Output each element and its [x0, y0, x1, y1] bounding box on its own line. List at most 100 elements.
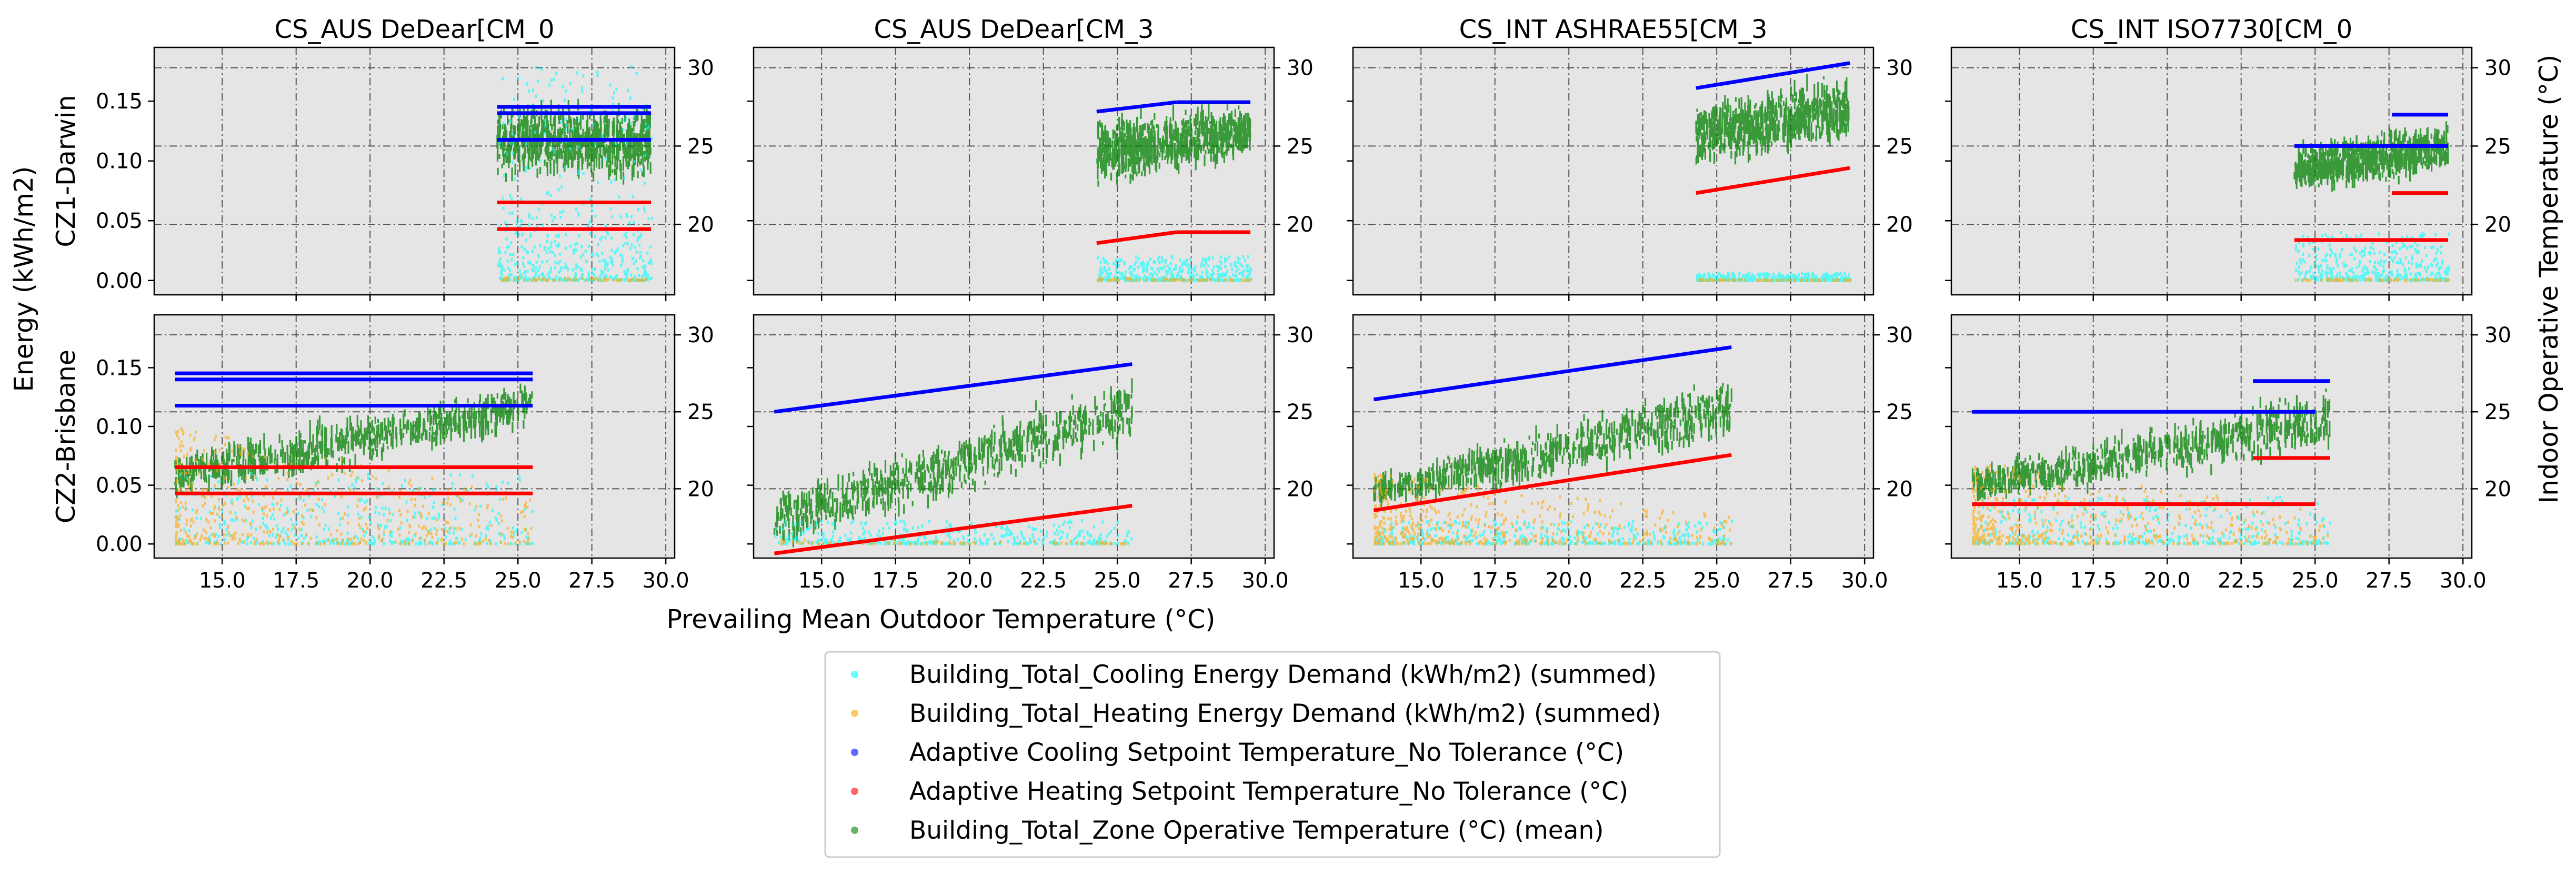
x-tick-label: 20.0 [2144, 569, 2191, 593]
panel-frame [1352, 314, 1875, 559]
row-label: CZ1-Darwin [51, 95, 81, 247]
operative-temperature-series [1971, 388, 2331, 501]
legend-entry: Building_Total_Heating Energy Demand (kW… [851, 699, 1661, 728]
legend-entry: Building_Total_Cooling Energy Demand (kW… [851, 660, 1657, 689]
x-tick-label: 22.5 [1619, 569, 1666, 593]
operative-temperature-series [1096, 100, 1251, 187]
panel-plot-area [1096, 100, 1252, 282]
energy-tick-label: 0.10 [96, 150, 143, 174]
energy-tick-label: 0.15 [96, 356, 143, 380]
legend-box [824, 651, 1721, 858]
x-tick-label: 25.0 [1693, 569, 1740, 593]
temperature-tick-label: 20 [1886, 477, 1913, 501]
legend-label: Adaptive Cooling Setpoint Temperature_No… [909, 738, 1624, 767]
x-tick-label: 15.0 [199, 569, 246, 593]
panel-background [154, 47, 675, 295]
heating-energy-series [175, 427, 533, 546]
column-title: CS_AUS DeDear[CM_3 [874, 15, 1154, 44]
right-y-axis-label: Indoor Operative Temperature (°C) [2534, 55, 2564, 504]
temperature-tick-label: 30 [2484, 323, 2511, 347]
cooling-setpoint-line [1096, 100, 1177, 114]
cooling-setpoint-line [774, 362, 1132, 414]
temperature-tick-label: 25 [687, 134, 714, 158]
heating-setpoint-line [1373, 453, 1732, 512]
panel-frame [753, 314, 1275, 559]
panel-plot-area [496, 65, 653, 282]
column-title: CS_AUS DeDear[CM_0 [274, 15, 554, 44]
heating-setpoint-line [1696, 166, 1850, 195]
temperature-tick-label: 30 [1886, 323, 1913, 347]
temperature-tick-label: 30 [1287, 56, 1314, 81]
panel-plot-area [1695, 61, 1852, 282]
panel-plot-area [174, 371, 534, 546]
x-tick-label: 30.0 [1242, 569, 1289, 593]
cooling-setpoint-line [1696, 61, 1850, 90]
panel-plot-area [1373, 345, 1733, 546]
x-tick-label: 22.5 [2218, 569, 2264, 593]
legend-marker [851, 710, 858, 717]
energy-tick-label: 0.05 [96, 474, 143, 498]
x-tick-label: 27.5 [2365, 569, 2412, 593]
x-tick-label: 17.5 [2070, 569, 2117, 593]
temperature-tick-label: 30 [687, 56, 714, 81]
temperature-tick-label: 30 [2484, 56, 2511, 81]
panel-r1-c3: 20 25 30 15.0 17.5 20.0 22.5 25.0 27.5 30.0 [1945, 314, 2511, 593]
cooling-setpoint-line [1373, 345, 1732, 402]
temperature-tick-label: 30 [1886, 56, 1913, 81]
left-y-axis-label: Energy (kWh/m2) [9, 166, 39, 392]
x-tick-label: 20.0 [946, 569, 993, 593]
legend-label: Adaptive Heating Setpoint Temperature_No… [909, 777, 1628, 806]
temperature-tick-label: 25 [1287, 400, 1314, 424]
x-tick-label: 15.0 [1996, 569, 2043, 593]
legend-marker [851, 827, 858, 834]
x-tick-label: 30.0 [2440, 569, 2487, 593]
panel-r1-c2: 20 25 30 15.0 17.5 20.0 22.5 25.0 27.5 30.0 [1347, 314, 1913, 593]
x-tick-label: 15.0 [1398, 569, 1445, 593]
heating-energy-series [1697, 277, 1852, 282]
energy-tick-label: 0.05 [96, 209, 143, 233]
panel-plot-area [774, 362, 1133, 555]
legend-marker [851, 749, 858, 756]
energy-tick-label: 0.10 [96, 415, 143, 439]
cooling-energy-series [497, 65, 653, 282]
panel-frame [1950, 46, 2473, 296]
panels-layer: 0.00 0.05 0.10 0.15 20 25 30 CS_AUS DeDear[CM_0… [51, 15, 2511, 593]
panel-r0-c2: 20 25 30 CS_INT ASHRAE55[CM_3 [1347, 15, 1913, 301]
panel-plot-area [2293, 113, 2450, 282]
x-tick-label: 22.5 [420, 569, 467, 593]
panel-frame [1352, 46, 1875, 296]
heating-energy-series [2294, 277, 2450, 282]
row-label: CZ2-Brisbane [51, 350, 81, 523]
legend: Building_Total_Cooling Energy Demand (kW… [824, 651, 1721, 858]
temperature-tick-label: 25 [1886, 134, 1913, 158]
x-axis-label: Prevailing Mean Outdoor Temperature (°C) [666, 604, 1215, 634]
temperature-tick-label: 20 [687, 213, 714, 237]
panel-background [754, 47, 1274, 295]
operative-temperature-series [2293, 121, 2449, 192]
heating-setpoint-line [774, 504, 1132, 555]
panel-background [1353, 47, 1873, 295]
operative-temperature-series [1695, 74, 1850, 165]
operative-temperature-series [774, 378, 1133, 548]
legend-marker [851, 788, 858, 795]
x-tick-label: 25.0 [1094, 569, 1141, 593]
x-tick-label: 27.5 [1168, 569, 1215, 593]
panel-frame [153, 314, 676, 559]
panel-r0-c3: 20 25 30 CS_INT ISO7730[CM_0 [1945, 15, 2511, 301]
legend-entry: Adaptive Heating Setpoint Temperature_No… [851, 777, 1628, 806]
x-tick-label: 27.5 [1767, 569, 1814, 593]
panel-r1-c1: 20 25 30 15.0 17.5 20.0 22.5 25.0 27.5 30.0 [747, 314, 1314, 593]
legend-marker [851, 671, 858, 678]
panel-r1-c0: 0.00 0.05 0.10 0.15 20 25 30 15.0 17.5 20.0 22.5 25… [51, 314, 714, 593]
temperature-tick-label: 20 [1287, 477, 1314, 501]
temperature-tick-label: 25 [687, 400, 714, 424]
x-tick-label: 25.0 [495, 569, 542, 593]
energy-tick-label: 0.15 [96, 90, 143, 114]
x-tick-label: 20.0 [1546, 569, 1592, 593]
legend-entry: Building_Total_Zone Operative Temperatur… [851, 816, 1604, 845]
x-tick-label: 27.5 [568, 569, 615, 593]
operative-temperature-series [1373, 382, 1732, 507]
x-tick-label: 30.0 [1841, 569, 1888, 593]
legend-entry: Adaptive Cooling Setpoint Temperature_No… [851, 738, 1624, 767]
